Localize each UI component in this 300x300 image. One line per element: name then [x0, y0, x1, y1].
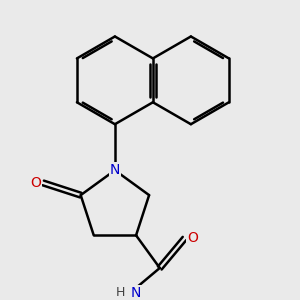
Text: O: O [187, 231, 198, 245]
Text: N: N [110, 163, 120, 177]
Text: O: O [30, 176, 41, 190]
Text: N: N [130, 286, 141, 300]
Text: H: H [116, 286, 125, 299]
